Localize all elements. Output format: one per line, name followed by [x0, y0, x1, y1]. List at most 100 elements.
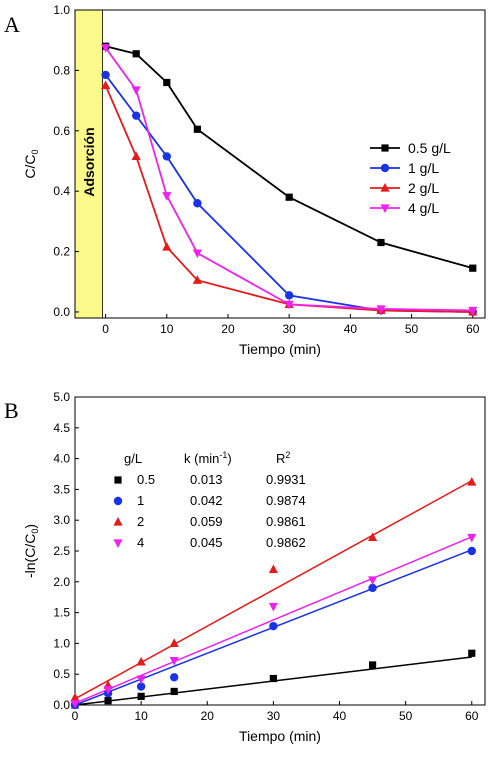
panel-b-label: B: [4, 398, 19, 423]
panel-b-data-point: [368, 583, 377, 593]
legend-swatch-marker: [380, 183, 390, 192]
panel-b-y-tick-label: 5.0: [53, 390, 70, 404]
panel-b-data-point: [467, 546, 476, 556]
table-header-k-main: k (min: [184, 451, 219, 466]
panel-a-data-point: [192, 275, 202, 284]
panel-a-y-axis-label-sub: 0: [30, 149, 40, 154]
panel-a-data-point: [377, 238, 385, 247]
panel-b-y-tick-label: 1.5: [53, 606, 70, 620]
panel-a-data-point: [376, 305, 386, 314]
panel-b-data-point: [104, 697, 112, 705]
table-header-k: k (min-1): [184, 450, 232, 466]
panel-a-y-axis-label-main: C/C: [22, 154, 38, 178]
legend-swatch-marker: [380, 163, 390, 173]
panel-b-x-tick-label: 60: [465, 709, 479, 723]
panel-b-y-tick-label: 0.0: [53, 698, 70, 712]
panel-b-axes: 0 10 20 30 40 50 60 0.0 0.5 1.0 1.5 2.0 2.5 3.0 3.5 4.0…: [53, 390, 478, 723]
panel-a-data-point: [162, 192, 172, 201]
panel-b-x-tick-label: 50: [399, 709, 413, 723]
panel-a-data-point: [100, 44, 111, 53]
panel-b-y-axis-label-main: -ln(C/C: [22, 534, 38, 578]
table-cell-dose: 0.5: [137, 472, 155, 487]
panel-a-data-point: [100, 80, 111, 90]
panel-a-x-tick-label: 40: [344, 322, 358, 336]
table-cell-dose: 4: [137, 535, 144, 550]
panel-b-chart: B 0 10 20 30 40 50 600.00.51.01.52.02.53.03.54…: [4, 390, 486, 744]
panel-b-y-tick-label: 3.0: [53, 513, 70, 527]
panel-a-data-point: [131, 111, 141, 120]
table-cell-dose: 1: [137, 493, 144, 508]
legend-swatch-marker: [380, 204, 390, 213]
panel-b-y-tick-label: 4.5: [53, 421, 70, 435]
panel-b-data-point: [169, 638, 179, 647]
table-cell-r2: 0.9861: [266, 514, 306, 529]
panel-b-data-point: [468, 649, 476, 657]
panel-a-y-tick-label: 0.8: [53, 63, 70, 77]
adsorption-band-label: Adsorción: [81, 127, 97, 196]
panel-b-data-point: [136, 675, 146, 685]
panel-b-data-point: [367, 576, 378, 585]
panel-b-data-point: [103, 686, 113, 695]
table-header-k-end: ): [227, 451, 231, 466]
table-cell-k: 0.042: [190, 493, 223, 508]
panel-b-data-point: [70, 700, 80, 709]
panel-a-data-point: [284, 300, 294, 310]
panel-b-y-axis-label: -ln(C/C0): [22, 524, 40, 578]
panel-b-x-tick-label: 20: [201, 709, 215, 723]
panel-a-data-point: [131, 86, 141, 96]
table-header-r2-main: R: [276, 451, 285, 466]
panel-a-data-point: [101, 70, 110, 80]
panel-a-x-tick-label: 20: [221, 322, 235, 336]
panel-b-data-point: [367, 532, 378, 542]
panel-b-y-tick-label: 2.0: [53, 575, 70, 589]
panel-a-x-tick-label: 60: [466, 322, 480, 336]
panel-a-legend: 0.5 g/L 1 g/L 2 g/L 4 g/L: [370, 140, 451, 216]
table-row-marker: [113, 517, 123, 526]
panel-b-data-point: [368, 661, 377, 669]
panel-a-x-axis-label: Tiempo (min): [239, 341, 321, 357]
panel-a-x-tick-label: 10: [160, 322, 174, 336]
panel-a-y-tick-label: 0.0: [53, 305, 70, 319]
panel-a-data-point: [131, 151, 141, 161]
table-header-k-sup: -1: [219, 450, 227, 460]
panel-a-y-tick-label: 0.2: [53, 245, 70, 259]
panel-b-data-point: [467, 477, 477, 486]
legend-entry-label: 1 g/L: [408, 160, 439, 176]
table-cell-dose: 2: [137, 514, 144, 529]
panel-b-y-tick-label: 1.0: [53, 636, 70, 650]
panel-a-data-point: [285, 193, 293, 201]
table-row-marker: [114, 476, 122, 484]
panel-b-data-point: [169, 657, 179, 666]
panel-b-x-tick-label: 10: [134, 709, 148, 723]
panel-a-y-tick-label: 1.0: [53, 3, 70, 17]
panel-b-data-point: [136, 656, 146, 666]
table-cell-r2: 0.9874: [266, 493, 306, 508]
panel-a-data-point: [162, 152, 171, 161]
panel-b-y-tick-label: 0.5: [53, 667, 70, 681]
table-row-marker: [113, 496, 123, 506]
panel-a-x-tick-label: 30: [282, 322, 296, 336]
panel-b-x-tick-label: 40: [333, 709, 347, 723]
panel-b-x-tick-label: 30: [267, 709, 281, 723]
panel-a-y-tick-label: 0.4: [53, 184, 70, 198]
panel-a-x-tick-label: 0: [102, 322, 109, 336]
panel-b-series: [70, 477, 477, 710]
panel-b-data-point: [70, 692, 80, 702]
legend-swatch-marker: [381, 144, 389, 152]
table-header-dose: g/L: [124, 451, 142, 466]
panel-a-data-point: [192, 249, 202, 259]
panel-b-x-tick-label: 0: [72, 709, 79, 723]
panel-a-data-point: [469, 264, 477, 272]
panel-b-data-point: [169, 673, 179, 682]
panel-a-data-point: [162, 242, 172, 251]
table-cell-r2: 0.9931: [266, 472, 306, 487]
panel-a-series: [100, 42, 478, 317]
panel-b-data-point: [268, 564, 278, 574]
table-rows: 0.5 0.013 0.9931 1 0.042 0.9874 2 0.059 0.9861 4 0…: [113, 472, 306, 550]
table-header-r2-sup: 2: [285, 450, 290, 460]
panel-a-data-point: [468, 306, 478, 316]
panel-a-plot-frame: [74, 9, 486, 319]
panel-b-data-point: [467, 533, 477, 543]
